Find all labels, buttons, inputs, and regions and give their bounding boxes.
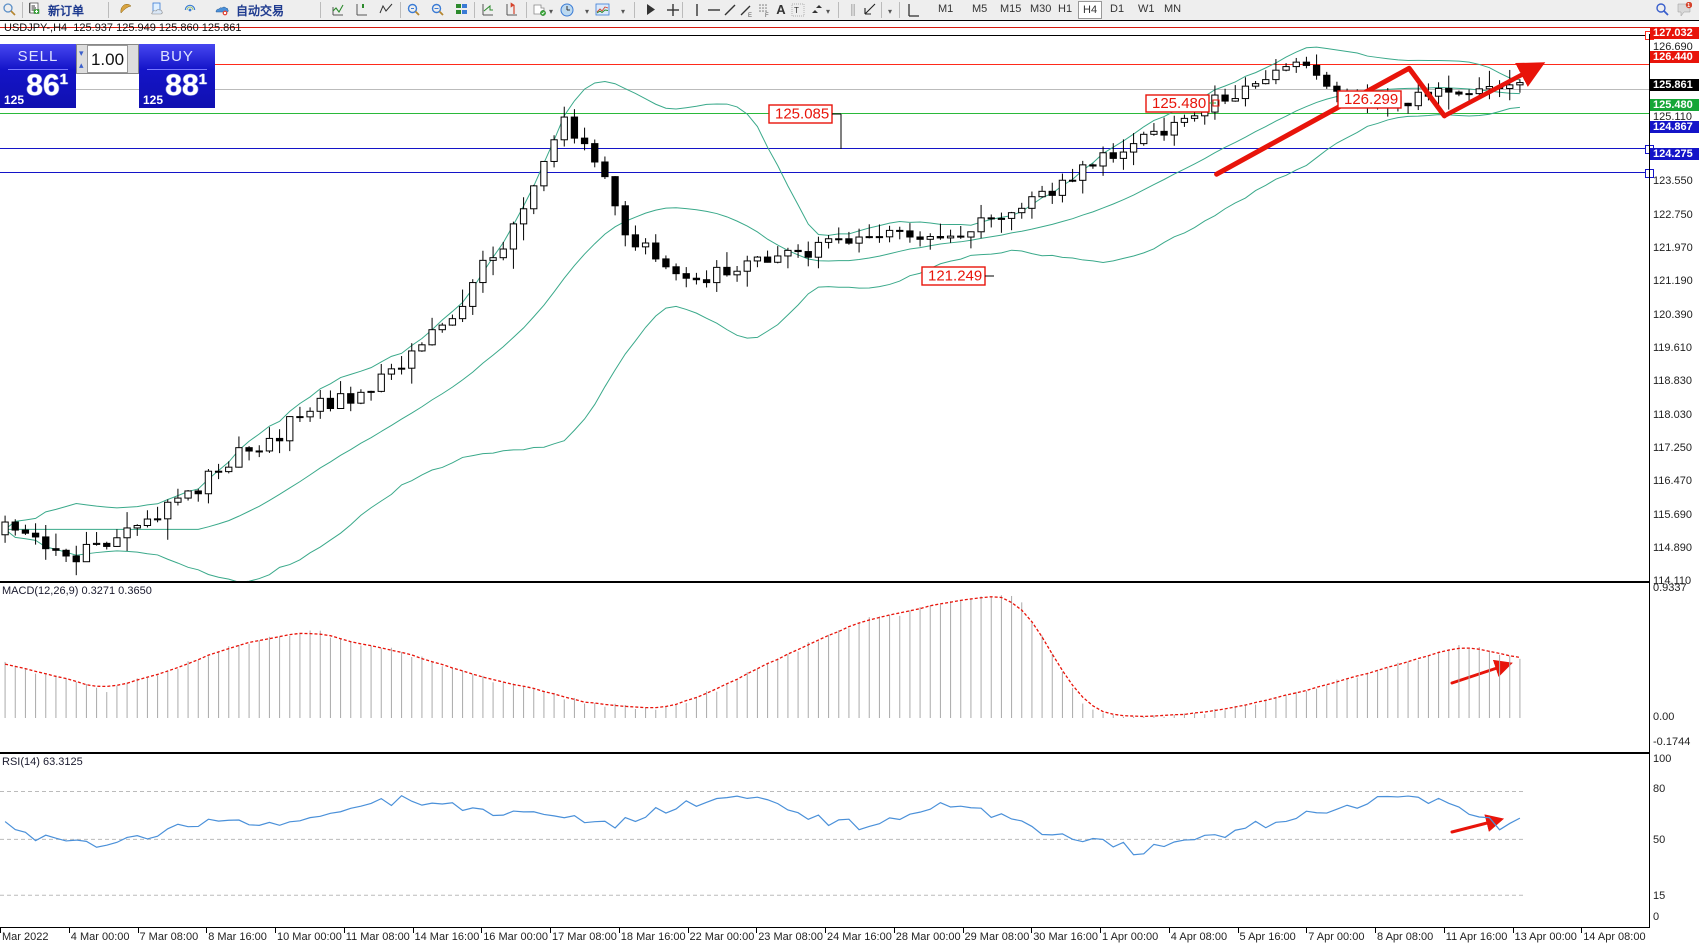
svg-text:▾: ▾ <box>585 7 589 16</box>
svg-text:125.480: 125.480 <box>1152 95 1206 112</box>
svg-text:T: T <box>794 6 799 15</box>
svg-text:F: F <box>765 13 769 18</box>
svg-text:E: E <box>748 13 752 18</box>
svg-text:▾: ▾ <box>549 7 553 16</box>
svg-text:▾: ▾ <box>621 7 625 16</box>
svg-text:▾: ▾ <box>826 7 830 16</box>
svg-text:125.085: 125.085 <box>775 106 829 123</box>
svg-text:126.299: 126.299 <box>1344 91 1398 108</box>
svg-text:▾: ▾ <box>888 7 892 16</box>
svg-text:121.249: 121.249 <box>928 268 982 285</box>
